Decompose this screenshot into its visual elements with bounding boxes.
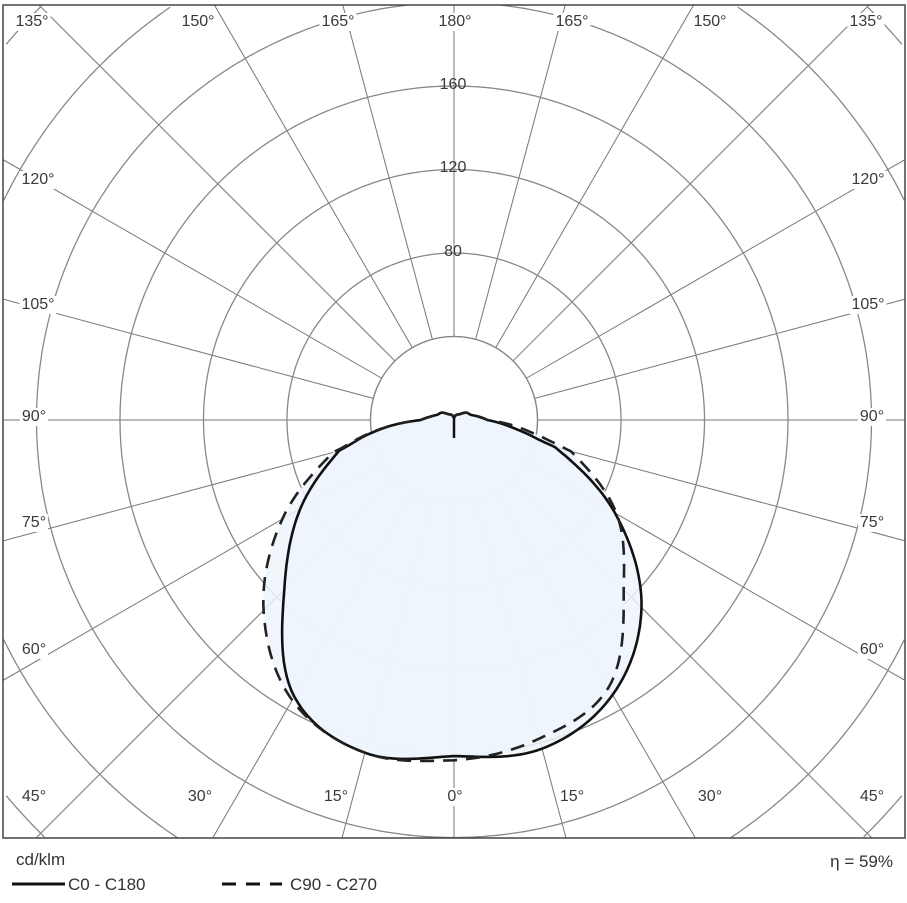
angle-label: 45° xyxy=(19,788,49,806)
ring-gridline xyxy=(3,6,905,838)
radial-gridline xyxy=(475,5,566,340)
legend-label-solid: C0 - C180 xyxy=(68,875,146,894)
radial-gridline xyxy=(512,5,870,362)
radial-gridline xyxy=(3,159,382,379)
angle-label: 165° xyxy=(319,13,357,31)
radial-gridline xyxy=(3,441,374,542)
angle-label: 60° xyxy=(19,641,49,659)
curves xyxy=(261,411,643,763)
ring-gridline xyxy=(5,6,903,838)
angle-label: 60° xyxy=(857,641,887,659)
angle-label: 165° xyxy=(553,13,591,31)
radial-gridline xyxy=(534,298,905,399)
angle-label: 0° xyxy=(445,788,465,806)
angle-label: 90° xyxy=(857,408,887,426)
angle-label: 75° xyxy=(857,514,887,532)
angle-label: 120° xyxy=(849,171,887,189)
curve-fill-1 xyxy=(263,412,625,761)
angle-label: 150° xyxy=(691,13,729,31)
unit-label: cd/klm xyxy=(16,850,66,869)
radial-gridline xyxy=(534,441,905,542)
radial-gridline xyxy=(3,298,374,399)
angle-label: 30° xyxy=(695,788,725,806)
legend-label-dashed: C90 - C270 xyxy=(290,875,377,894)
radial-tick-label: 80 xyxy=(444,243,462,260)
angle-label: 150° xyxy=(179,13,217,31)
angle-label: 45° xyxy=(857,788,887,806)
efficiency-label: η = 59% xyxy=(830,852,893,871)
angle-label: 15° xyxy=(557,788,587,806)
angle-label: 135° xyxy=(13,13,51,31)
radial-gridline xyxy=(342,5,433,340)
angle-label: 30° xyxy=(185,788,215,806)
series-c90-c270-line xyxy=(261,411,626,763)
angle-label: 120° xyxy=(19,171,57,189)
radial-gridline xyxy=(526,159,905,379)
angle-label: 105° xyxy=(849,296,887,314)
angle-label: 15° xyxy=(321,788,351,806)
ring-gridline xyxy=(35,5,873,838)
radial-gridline xyxy=(495,5,695,348)
ring-gridline xyxy=(202,168,706,672)
radial-tick-label: 160 xyxy=(439,76,467,93)
angle-label: 180° xyxy=(436,13,474,31)
angle-label: 90° xyxy=(19,408,49,426)
angle-label: 135° xyxy=(847,13,885,31)
angle-label: 75° xyxy=(19,514,49,532)
radial-tick-label: 120 xyxy=(439,159,467,176)
radial-gridline xyxy=(213,5,413,348)
angle-label: 105° xyxy=(19,296,57,314)
ring-gridline xyxy=(119,85,789,755)
chart-frame xyxy=(2,4,906,839)
radial-gridline xyxy=(38,5,396,362)
